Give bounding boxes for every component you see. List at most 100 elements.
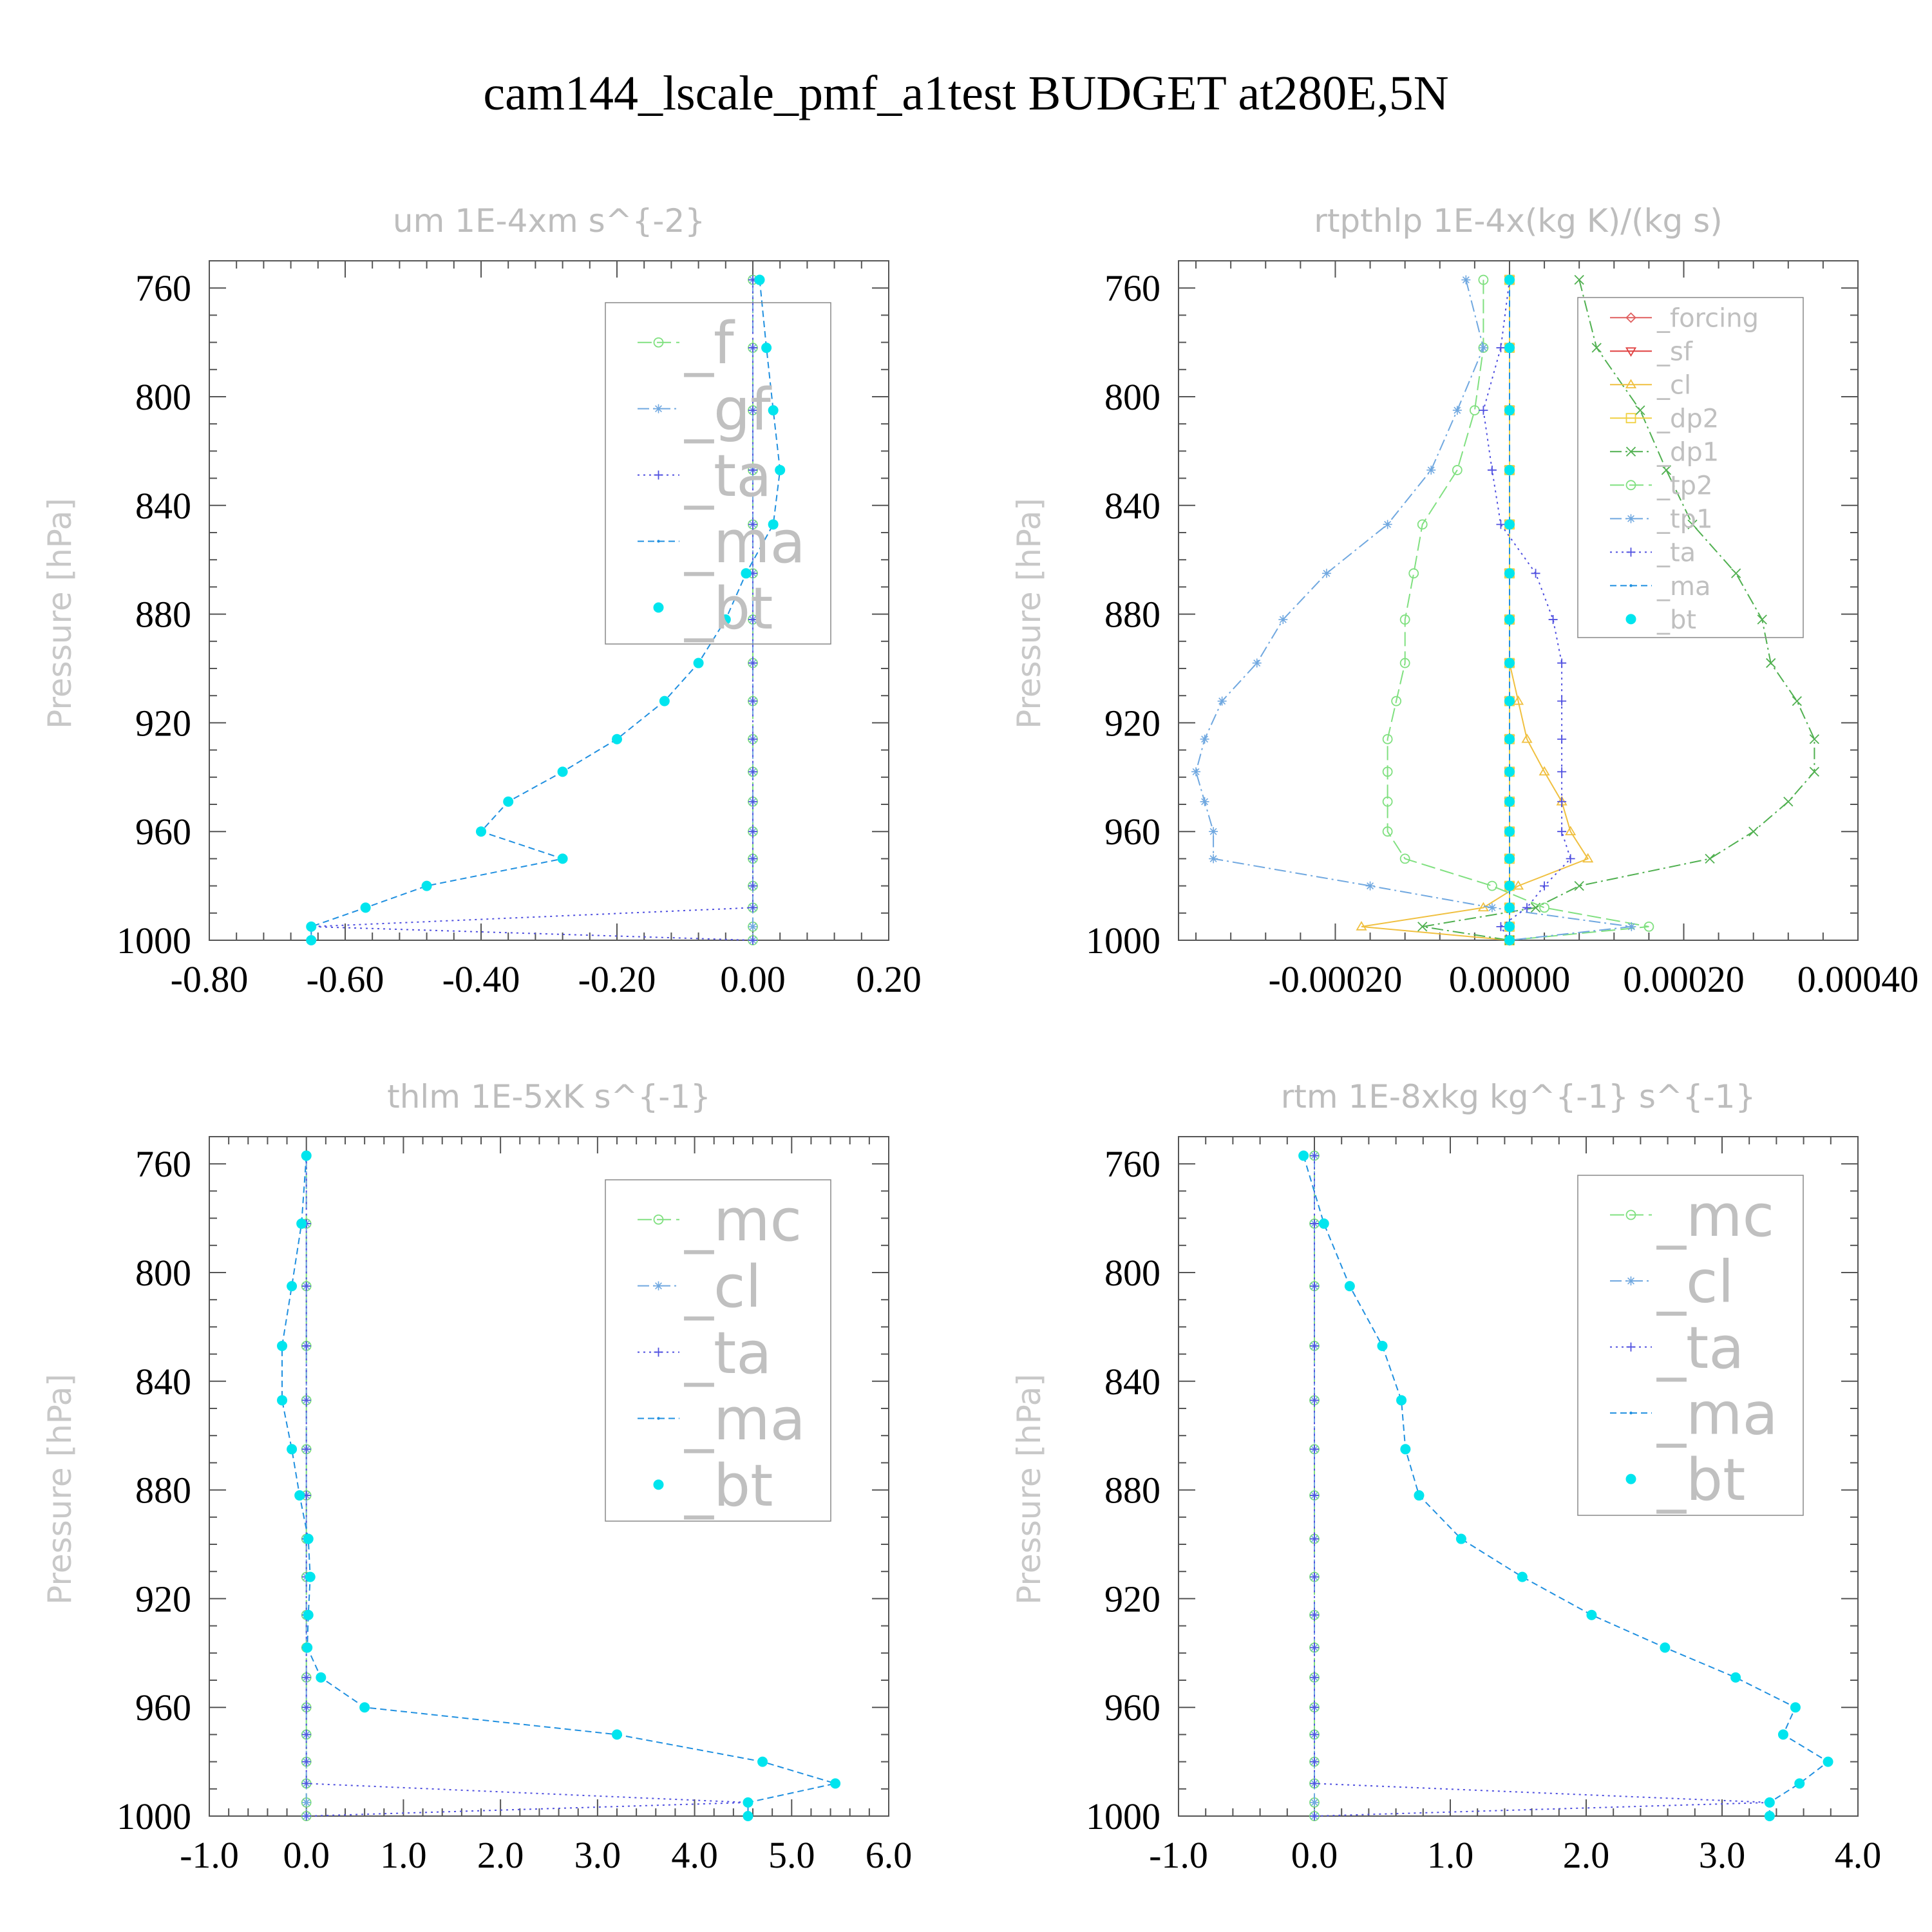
star-marker (1426, 465, 1436, 475)
series-line (310, 279, 781, 940)
bt-marker (1504, 826, 1515, 837)
x-tick-label: 4.0 (671, 1834, 718, 1876)
star-marker (1200, 734, 1209, 744)
plus-marker (748, 827, 757, 837)
star-marker (654, 404, 663, 413)
dot-marker (1629, 1411, 1633, 1415)
plus-marker (301, 1444, 311, 1454)
legend-entry: _ma (1656, 572, 1710, 601)
x-marker (1417, 922, 1428, 932)
legend-entry: _ta (684, 1320, 772, 1387)
circle-marker (1391, 696, 1402, 706)
bt-marker (503, 796, 514, 807)
bt-marker (1504, 568, 1515, 579)
bt-marker (1504, 796, 1515, 807)
bt-marker (1344, 1281, 1355, 1292)
series-line (1422, 279, 1815, 941)
bt-marker (287, 1444, 298, 1455)
star-marker (1461, 275, 1471, 285)
bt-marker (557, 853, 568, 864)
bt-marker (1504, 734, 1515, 744)
plot-frame (209, 1136, 889, 1817)
bt-marker (1377, 1340, 1388, 1351)
plus-marker (301, 1703, 311, 1712)
y-tick-label: 840 (135, 485, 191, 527)
y-tick-label: 920 (135, 1578, 191, 1620)
x-tick-label: 2.0 (477, 1834, 524, 1876)
x-marker (1705, 853, 1715, 864)
x-tick-label: 0.0 (1291, 1834, 1338, 1876)
x-marker (1792, 696, 1802, 706)
panel-title: rtm 1E-8xkg kg^{-1} s^{-1} (1281, 1078, 1756, 1115)
y-tick-label: 800 (135, 376, 191, 418)
bt-marker (775, 464, 786, 475)
bt-marker (1504, 464, 1515, 475)
bt-marker (612, 734, 622, 744)
plus-marker (1310, 1672, 1319, 1682)
x-marker (1757, 614, 1767, 625)
bt-marker (1794, 1778, 1805, 1789)
plus-marker (1496, 922, 1506, 931)
bt-marker (1504, 614, 1515, 625)
bt-marker (1504, 658, 1515, 668)
legend-box (1577, 297, 1804, 638)
star-marker (1626, 514, 1636, 524)
x-tick-label: 0.20 (856, 958, 922, 1000)
y-tick-label: 960 (135, 811, 191, 853)
bt-marker (1625, 1473, 1636, 1484)
bt-marker (1318, 1218, 1329, 1229)
bt-marker (1764, 1811, 1775, 1821)
plus-marker (301, 1730, 311, 1739)
series-line (1361, 279, 1589, 941)
bt-marker (1504, 405, 1515, 416)
x-tick-label: 0.0 (283, 1834, 330, 1876)
bt-marker (1504, 343, 1515, 354)
bt-marker (720, 614, 731, 625)
bt-marker (303, 1609, 314, 1620)
plus-marker (301, 1341, 311, 1350)
bt-marker (1764, 1797, 1775, 1808)
plus-marker (1548, 615, 1558, 625)
triangle-marker (1512, 880, 1524, 890)
legend-entry: _ta (1656, 538, 1696, 568)
bt-marker (557, 766, 568, 777)
y-tick-label: 1000 (1086, 1795, 1160, 1837)
x-tick-label: -0.40 (442, 958, 520, 1000)
plus-marker (748, 696, 757, 706)
plus-marker (748, 797, 757, 806)
bt-marker (761, 343, 772, 354)
y-axis-label: Pressure [hPa] (1010, 498, 1048, 729)
triangle-marker (1512, 695, 1524, 705)
plus-marker (1557, 767, 1567, 777)
legend-entry: _tp1 (1656, 505, 1713, 535)
x-tick-label: 5.0 (768, 1834, 815, 1876)
bt-marker (653, 1479, 664, 1490)
plus-marker (301, 1812, 311, 1821)
bt-marker (1777, 1729, 1788, 1740)
bt-marker (768, 405, 779, 416)
circle-marker (1408, 568, 1419, 579)
bt-marker (768, 519, 779, 530)
y-tick-label: 920 (1104, 702, 1160, 744)
circle-marker (1539, 902, 1549, 913)
x-marker (1783, 797, 1794, 807)
triangle-marker (1625, 379, 1637, 389)
x-tick-label: -0.00020 (1269, 958, 1403, 1000)
plus-marker (654, 470, 663, 480)
legend-entry: _sf (1656, 337, 1693, 367)
circle-marker (1399, 853, 1410, 864)
plus-marker (748, 520, 757, 529)
diamond-marker (1625, 312, 1636, 323)
plus-marker (1626, 547, 1636, 557)
y-tick-label: 1000 (117, 920, 191, 961)
legend-entry: _mc (684, 1187, 802, 1255)
y-tick-label: 960 (1104, 1687, 1160, 1728)
plus-marker (1310, 1219, 1319, 1229)
y-tick-label: 760 (135, 1143, 191, 1185)
x-marker (1809, 734, 1820, 744)
bt-marker (294, 1490, 305, 1501)
bt-marker (316, 1672, 327, 1683)
plus-marker (1557, 696, 1567, 706)
legend-entry: _cl (684, 1253, 762, 1321)
